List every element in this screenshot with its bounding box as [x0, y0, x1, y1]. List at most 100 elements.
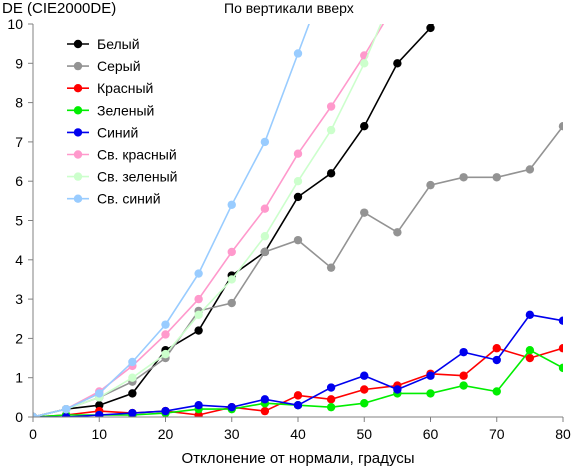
legend: Белый Серый Красный Зеленый Синий Св. красный…: [67, 36, 177, 207]
data-point: [194, 310, 203, 320]
data-point: [260, 406, 270, 416]
data-point: [227, 247, 236, 257]
data-point: [558, 316, 563, 325]
data-point: [492, 355, 501, 365]
series-7: [33, 24, 382, 417]
data-point: [360, 121, 369, 131]
data-point: [393, 385, 402, 394]
legend-item: Св. синий: [67, 191, 161, 207]
y-tick-label: 8: [15, 95, 23, 111]
x-tick-label: 80: [555, 426, 571, 442]
data-point: [161, 330, 170, 339]
data-point: [128, 389, 137, 398]
series-8: [33, 24, 310, 417]
legend-marker: [73, 106, 83, 115]
y-tick-label: 0: [15, 409, 23, 425]
data-point: [194, 269, 203, 278]
series-line: [33, 24, 310, 417]
data-point: [128, 373, 137, 382]
data-point: [260, 137, 270, 147]
data-point: [293, 401, 303, 410]
series-line: [33, 24, 382, 417]
legend-label: Св. синий: [97, 191, 161, 207]
data-point: [558, 121, 563, 131]
data-point: [61, 404, 71, 414]
data-point: [459, 381, 468, 390]
data-point: [128, 357, 137, 367]
legend-label: Серый: [97, 58, 141, 74]
legend-item: Зеленый: [67, 102, 154, 118]
data-point: [293, 235, 303, 245]
data-point: [459, 347, 468, 357]
data-point: [293, 192, 303, 202]
legend-label: Синий: [97, 124, 138, 140]
legend-label: Зеленый: [97, 102, 154, 118]
data-point: [227, 200, 236, 209]
data-point: [360, 385, 369, 394]
series-line: [33, 24, 385, 417]
data-point: [128, 408, 137, 417]
data-point: [360, 399, 369, 408]
data-point: [558, 344, 563, 353]
axes: 0 1 2 3 4 5 6 7 8 9 10 0 10 20 30 40 50 60 70 80: [7, 16, 571, 442]
data-point: [426, 180, 435, 190]
data-point: [393, 228, 402, 237]
data-point: [161, 320, 170, 329]
data-point: [426, 389, 435, 398]
legend-item: Белый: [67, 36, 140, 52]
data-point: [558, 363, 563, 373]
data-point: [525, 345, 535, 355]
x-tick-label: 40: [290, 426, 306, 442]
x-tick-label: 70: [489, 426, 505, 442]
data-point: [293, 49, 303, 58]
data-point: [260, 395, 270, 404]
data-point: [227, 298, 236, 308]
legend-label: Белый: [97, 36, 140, 52]
data-point: [293, 177, 303, 186]
data-point: [393, 0, 401, 5]
x-tick-label: 30: [224, 426, 240, 442]
legend-label: Красный: [97, 80, 153, 96]
series-line: [33, 24, 434, 417]
legend-marker: [73, 61, 83, 71]
data-point: [260, 247, 270, 257]
data-point: [260, 204, 270, 213]
data-point: [95, 410, 104, 417]
series-2: [33, 121, 563, 417]
legend-label: Св. зеленый: [97, 169, 177, 185]
data-point: [426, 371, 435, 380]
legend-marker: [73, 172, 83, 181]
data-point: [227, 275, 236, 284]
data-point: [326, 263, 336, 272]
data-point: [360, 371, 369, 380]
data-point: [360, 59, 369, 68]
x-tick-label: 0: [29, 426, 37, 442]
data-point: [426, 24, 435, 33]
x-tick-label: 60: [423, 426, 439, 442]
y-tick-label: 4: [15, 252, 23, 268]
data-point: [492, 344, 501, 353]
legend-item: Синий: [67, 124, 138, 140]
data-point: [194, 294, 203, 304]
data-point: [61, 412, 71, 417]
data-point: [525, 353, 535, 363]
series-6: [33, 0, 401, 417]
data-point: [360, 208, 369, 217]
chart-title: По вертикали вверх: [224, 0, 354, 16]
data-point: [33, 412, 38, 417]
x-tick-label: 50: [356, 426, 372, 442]
data-point: [525, 310, 535, 320]
data-point: [95, 389, 104, 398]
y-tick-label: 3: [15, 291, 23, 307]
y-tick-label: 7: [15, 134, 23, 150]
x-tick-label: 10: [91, 426, 107, 442]
data-point: [161, 349, 170, 359]
data-point: [326, 402, 336, 412]
data-point: [525, 165, 535, 174]
data-point: [194, 401, 203, 410]
data-point: [293, 149, 303, 158]
legend-item: Красный: [67, 80, 153, 96]
data-point: [326, 125, 336, 135]
data-point: [326, 102, 336, 111]
